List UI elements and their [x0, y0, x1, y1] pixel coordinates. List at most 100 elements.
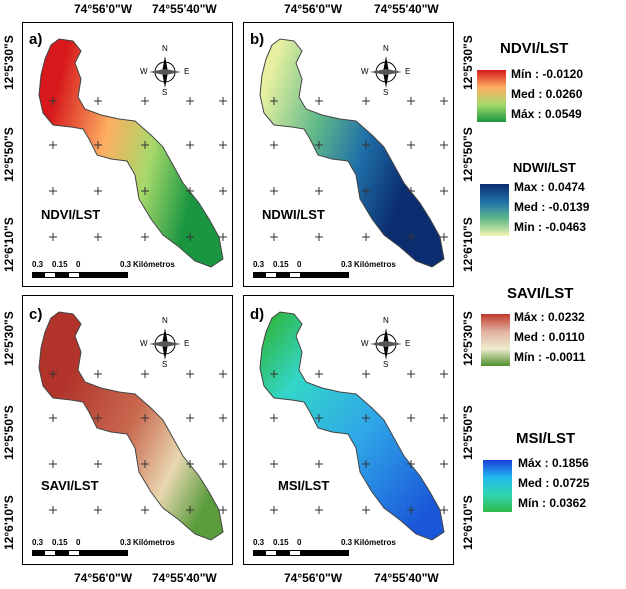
scale-tick-4: 0.3: [120, 538, 132, 547]
grid-cross: [270, 141, 278, 149]
top-lon-label-1: 74°56'0"W: [74, 2, 133, 16]
top-lon-label-2: 74°55'40"W: [152, 2, 217, 16]
grid-cross: [270, 506, 278, 514]
compass-w: W: [140, 67, 148, 76]
grid-cross: [186, 233, 194, 241]
map-svg-msi: [259, 311, 448, 541]
scale-tick-4: 0.3: [341, 538, 353, 547]
grid-cross: [407, 187, 415, 195]
compass-w: W: [361, 339, 369, 348]
grid-cross: [407, 506, 415, 514]
grid-cross: [440, 233, 448, 241]
right-lat-label-3: 12°6'10"S: [461, 217, 475, 272]
scale-tick-2: 0.15: [273, 538, 289, 547]
grid-cross: [49, 460, 57, 468]
grid-cross: [94, 506, 102, 514]
scale-tick-4: 0.3: [120, 260, 132, 269]
grid-cross: [49, 233, 57, 241]
scale-unit: Kilómetros: [133, 538, 175, 547]
grid-cross: [186, 460, 194, 468]
left-lat-label-5: 12°5'50"S: [2, 405, 16, 460]
grid-cross: [315, 506, 323, 514]
scale-tick-3: 0: [76, 260, 81, 269]
grid-cross: [440, 97, 448, 105]
scale-tick-2: 0.15: [52, 538, 68, 547]
map-panel-ndvi: a) NDVI/LST: [22, 22, 233, 287]
grid-cross: [362, 233, 370, 241]
grid-cross: [407, 97, 415, 105]
scale-tick-3: 0: [297, 260, 302, 269]
grid-cross: [270, 460, 278, 468]
map-svg-ndvi: [38, 38, 227, 268]
study-area-msi: [259, 311, 445, 541]
panel-title-d: MSI/LST: [278, 478, 330, 493]
scale-tick-1: 0.3: [32, 538, 44, 547]
grid-cross: [49, 97, 57, 105]
right-lat-label-6: 12°6'10"S: [461, 495, 475, 550]
grid-cross: [407, 233, 415, 241]
legend-item-ndwi-1: Max : 0.0474: [514, 180, 585, 194]
grid-cross: [270, 187, 278, 195]
scale-bar: [253, 272, 349, 278]
scale-tick-4: 0.3: [341, 260, 353, 269]
scale-tick-1: 0.3: [32, 260, 44, 269]
left-lat-label-6: 12°6'10"S: [2, 495, 16, 550]
compass-s: S: [383, 360, 389, 369]
left-lat-label-2: 12°5'50"S: [2, 127, 16, 182]
grid-cross: [94, 414, 102, 422]
scale-tick-1: 0.3: [253, 538, 265, 547]
legend-item-ndvi-3: Máx : 0.0549: [511, 107, 582, 121]
north-arrow-icon: N S W E: [361, 44, 410, 97]
grid-cross: [94, 97, 102, 105]
compass-s: S: [162, 88, 168, 97]
bottom-lon-label-4: 74°55'40"W: [374, 571, 439, 585]
grid-cross: [94, 370, 102, 378]
grid-cross: [219, 460, 227, 468]
panel-letter-d: d): [250, 306, 265, 323]
north-arrow-icon: N S W E: [140, 316, 189, 369]
scale-bar: [32, 272, 128, 278]
grid-cross: [141, 414, 149, 422]
panel-letter-b: b): [250, 31, 265, 48]
north-arrow-icon: N S W E: [361, 316, 410, 369]
scale-tick-2: 0.15: [273, 260, 289, 269]
grid-cross: [362, 370, 370, 378]
grid-cross: [440, 414, 448, 422]
grid-cross: [49, 370, 57, 378]
grid-cross: [362, 506, 370, 514]
grid-cross: [94, 187, 102, 195]
top-lon-label-4: 74°55'40"W: [374, 2, 439, 16]
legend-title-msi: MSI/LST: [516, 430, 576, 447]
right-lat-label-2: 12°5'50"S: [461, 127, 475, 182]
grid-cross: [186, 141, 194, 149]
study-area-savi: [38, 311, 224, 541]
bottom-lon-label-1: 74°56'0"W: [74, 571, 133, 585]
grid-cross: [219, 370, 227, 378]
grid-cross: [141, 97, 149, 105]
legend-item-ndwi-2: Med : -0.0139: [514, 200, 590, 214]
grid-cross: [49, 414, 57, 422]
compass-n: N: [383, 44, 389, 53]
grid-cross: [186, 187, 194, 195]
grid-cross: [362, 460, 370, 468]
grid-cross: [362, 141, 370, 149]
grid-cross: [94, 233, 102, 241]
legend-item-ndvi-2: Med : 0.0260: [511, 87, 583, 101]
scale-tick-3: 0: [76, 538, 81, 547]
grid-cross: [315, 141, 323, 149]
grid-cross: [219, 97, 227, 105]
grid-cross: [186, 414, 194, 422]
grid-cross: [49, 141, 57, 149]
grid-cross: [186, 370, 194, 378]
grid-cross: [407, 141, 415, 149]
panel-title-a: NDVI/LST: [41, 207, 101, 222]
left-lat-label-4: 12°5'30"S: [2, 311, 16, 366]
scale-bar: [253, 550, 349, 556]
panel-title-b: NDWI/LST: [262, 207, 325, 222]
grid-cross: [362, 97, 370, 105]
grid-cross: [219, 141, 227, 149]
legend-title-ndvi: NDVI/LST: [500, 40, 569, 57]
left-lat-label-3: 12°6'10"S: [2, 217, 16, 272]
grid-cross: [270, 370, 278, 378]
legend-title-savi: SAVI/LST: [507, 285, 574, 302]
